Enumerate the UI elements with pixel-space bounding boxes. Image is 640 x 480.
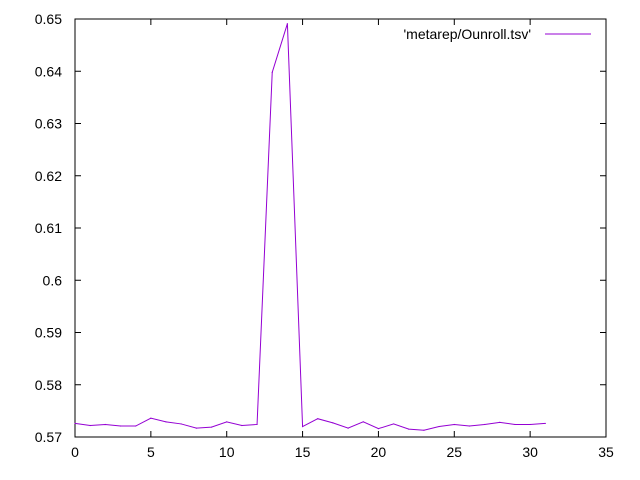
data-point bbox=[271, 71, 273, 73]
data-point bbox=[453, 423, 455, 426]
legend: 'metarep/Ounroll.tsv' bbox=[403, 26, 591, 42]
y-tick-label: 0.6 bbox=[43, 272, 63, 288]
y-tick-label: 0.61 bbox=[35, 220, 62, 236]
data-point bbox=[104, 423, 106, 426]
x-tick-label: 20 bbox=[371, 444, 387, 460]
data-point bbox=[241, 424, 243, 427]
data-point bbox=[514, 423, 516, 426]
x-tick-label: 25 bbox=[446, 444, 462, 460]
y-tick-label: 0.59 bbox=[35, 325, 62, 341]
data-point bbox=[135, 425, 137, 427]
data-point bbox=[499, 421, 501, 423]
data-point bbox=[210, 426, 213, 428]
series-group bbox=[74, 23, 546, 431]
data-point bbox=[393, 423, 395, 425]
x-tick-label: 35 bbox=[598, 444, 614, 460]
data-point bbox=[286, 23, 288, 25]
x-tick-label: 30 bbox=[522, 444, 538, 460]
data-point bbox=[89, 424, 91, 427]
y-tick-label: 0.64 bbox=[35, 63, 62, 79]
data-point bbox=[180, 423, 182, 425]
y-tick-label: 0.63 bbox=[35, 116, 62, 132]
y-tick-label: 0.57 bbox=[35, 429, 62, 445]
data-point bbox=[301, 425, 304, 428]
data-point bbox=[165, 421, 167, 423]
data-point bbox=[195, 427, 197, 429]
data-point bbox=[317, 418, 319, 420]
x-tick-label: 0 bbox=[71, 444, 79, 460]
legend-label: 'metarep/Ounroll.tsv' bbox=[403, 26, 531, 42]
data-point bbox=[362, 421, 364, 423]
y-tick-label: 0.62 bbox=[35, 168, 62, 184]
data-point bbox=[438, 425, 440, 428]
data-point bbox=[529, 423, 531, 426]
data-point bbox=[332, 422, 334, 424]
data-point bbox=[256, 423, 258, 426]
data-point bbox=[150, 417, 152, 419]
data-point bbox=[468, 425, 471, 427]
data-point bbox=[423, 429, 425, 431]
y-tick-label: 0.58 bbox=[35, 377, 62, 393]
data-point bbox=[408, 428, 410, 430]
y-tick-label: 0.65 bbox=[35, 11, 62, 27]
data-point bbox=[226, 421, 228, 423]
data-point bbox=[74, 422, 76, 425]
data-point bbox=[484, 423, 486, 426]
x-axis: 0 5 10 15 20 25 30 35 bbox=[71, 19, 614, 460]
x-tick-label: 15 bbox=[295, 444, 311, 460]
data-point bbox=[544, 422, 546, 425]
x-tick-label: 10 bbox=[219, 444, 235, 460]
data-point bbox=[347, 427, 349, 429]
x-tick-label: 5 bbox=[147, 444, 155, 460]
data-point bbox=[119, 425, 122, 427]
series-line bbox=[74, 23, 546, 431]
data-point bbox=[377, 428, 380, 430]
plot-frame bbox=[74, 18, 607, 438]
y-axis: 0.57 0.58 0.59 0.6 0.61 0.62 0.63 0.64 0.65 bbox=[35, 11, 606, 445]
